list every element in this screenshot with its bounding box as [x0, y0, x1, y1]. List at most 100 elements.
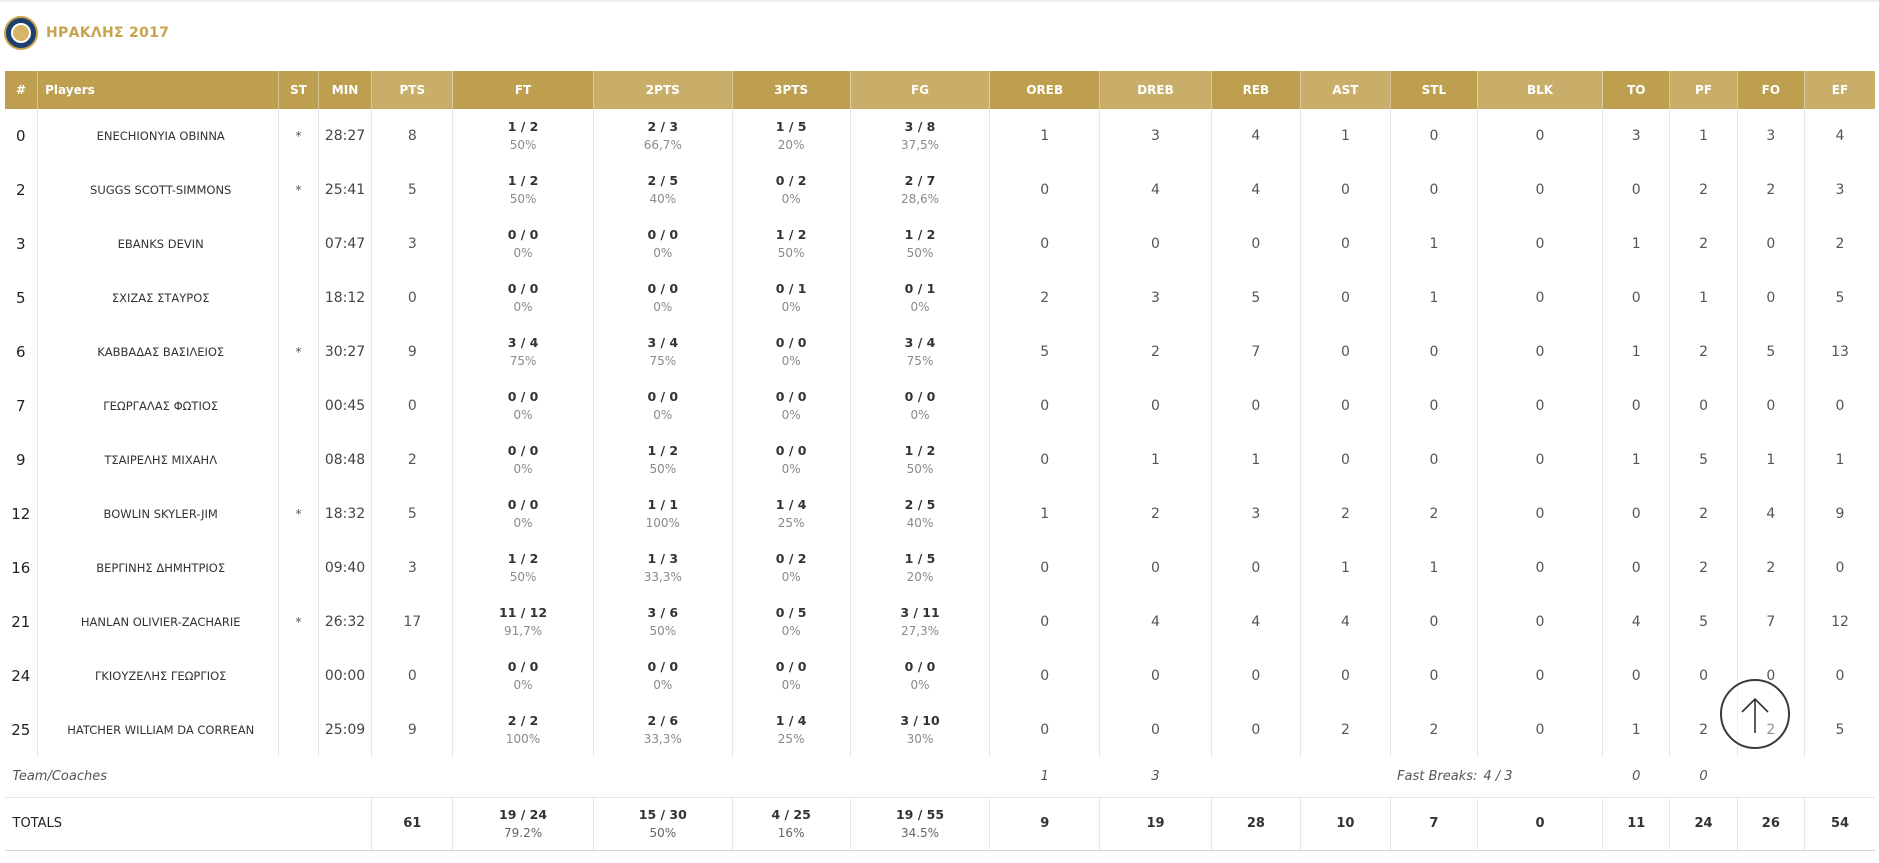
player-row: 2 SUGGS SCOTT-SIMMONS * 25:41 5 1 / 2 50% 2 / 5… [5, 163, 1875, 217]
field-goals-percentage: 50% [906, 462, 934, 476]
stat-dreb: 2 [1099, 487, 1212, 541]
stat-dreb: 0 [1099, 379, 1212, 433]
field-goals: 1 / 2 50% [849, 433, 990, 487]
free-throws-percentage: 0% [513, 300, 533, 314]
stat-pf: 2 [1669, 217, 1738, 271]
jersey-number: 16 [11, 559, 31, 577]
three-pointers: 1 / 2 50% [731, 217, 851, 271]
stat-oreb: 1 [989, 487, 1100, 541]
three-pointers-percentage: 20% [777, 138, 805, 152]
stat-dreb: 0 [1099, 649, 1212, 703]
stat-dreb: 0 [1099, 703, 1212, 757]
stat-reb: 4 [1210, 163, 1301, 217]
team-coaches-label: Team/Coaches [12, 769, 108, 785]
three-pointers-percentage: 0% [781, 624, 801, 638]
free-throws: 0 / 0 0% [452, 433, 594, 487]
team-to: 0 [1632, 769, 1641, 785]
stat-ef: 4 [1803, 109, 1875, 163]
two-pointers-made-attempted: 2 / 3 [647, 119, 679, 134]
total-ef: 54 [1803, 796, 1875, 851]
free-throws-made-attempted: 2 / 2 [507, 713, 539, 728]
header-to: TO [1602, 71, 1670, 109]
stat-ef: 1 [1803, 433, 1875, 487]
stat-to: 1 [1602, 325, 1670, 379]
field-goals-percentage: 0% [910, 678, 930, 692]
two-pointers: 3 / 6 50% [592, 595, 733, 649]
stat-pf: 1 [1669, 109, 1738, 163]
header-3pts: 3PTS [731, 71, 851, 109]
field-goals-made-attempted: 3 / 4 [904, 335, 936, 350]
total-reb: 28 [1210, 796, 1301, 851]
arrow-up-icon [1741, 697, 1769, 733]
stat-fo: 0 [1736, 217, 1805, 271]
stat-blk: 0 [1476, 325, 1603, 379]
stat-ef: 5 [1803, 271, 1875, 325]
total-two-pointers-percentage: 50% [649, 825, 677, 840]
three-pointers-percentage: 0% [781, 408, 801, 422]
field-goals-percentage: 30% [906, 732, 934, 746]
jersey-number: 9 [16, 451, 26, 469]
stat-fo: 0 [1736, 379, 1805, 433]
team-name: ΗΡΑΚΛΗΣ 2017 [46, 25, 170, 41]
stat-pf: 1 [1669, 271, 1738, 325]
player-row: 9 ΤΣΑΙΡΕΛΗΣ ΜΙΧΑΗΛ 08:48 2 0 / 0 0% 1 / 2 50% 0 … [5, 433, 1875, 487]
stat-oreb: 0 [989, 649, 1100, 703]
free-throws: 0 / 0 0% [452, 217, 594, 271]
starter-mark [278, 379, 319, 433]
field-goals: 3 / 8 37,5% [849, 109, 990, 163]
player-row: 21 HANLAN OLIVIER-ZACHARIE * 26:32 17 11 / 12… [5, 595, 1875, 649]
minutes: 25:09 [317, 703, 372, 757]
total-free-throws-percentage: 79.2% [503, 825, 543, 840]
stat-stl: 1 [1389, 541, 1478, 595]
player-name: ΓΚΙΟΥΖΕΛΗΣ ΓΕΩΡΓΙΟΣ [37, 649, 279, 703]
stat-reb: 0 [1210, 541, 1301, 595]
two-pointers: 1 / 1 100% [592, 487, 733, 541]
stat-fo: 7 [1736, 595, 1805, 649]
stat-reb: 3 [1210, 487, 1301, 541]
jersey-number: 0 [16, 127, 26, 145]
stat-stl: 2 [1389, 703, 1478, 757]
free-throws: 0 / 0 0% [452, 379, 594, 433]
three-pointers-percentage: 0% [781, 300, 801, 314]
team-oreb: 1 [1040, 769, 1049, 785]
totals-label: TOTALS [4, 796, 372, 851]
field-goals-made-attempted: 0 / 0 [904, 389, 936, 404]
stat-oreb: 0 [989, 217, 1100, 271]
stat-fo: 3 [1736, 109, 1805, 163]
three-pointers-made-attempted: 0 / 2 [775, 173, 807, 188]
free-throws: 0 / 0 0% [452, 649, 594, 703]
two-pointers: 0 / 0 0% [592, 379, 733, 433]
field-goals-made-attempted: 0 / 1 [904, 281, 936, 296]
header-ef: EF [1803, 71, 1875, 109]
free-throws-made-attempted: 0 / 0 [507, 443, 539, 458]
header-fg: FG [849, 71, 990, 109]
three-pointers-made-attempted: 0 / 5 [775, 605, 807, 620]
stat-to: 0 [1602, 163, 1670, 217]
header-oreb: OREB [989, 71, 1100, 109]
scroll-to-top-button[interactable] [1720, 679, 1790, 749]
jersey-number: 2 [16, 181, 26, 199]
stat-blk: 0 [1476, 271, 1603, 325]
starter-mark: * [278, 163, 319, 217]
total-ast: 10 [1299, 796, 1391, 851]
free-throws: 0 / 0 0% [452, 487, 594, 541]
two-pointers: 2 / 6 33,3% [592, 703, 733, 757]
three-pointers: 0 / 5 0% [731, 595, 851, 649]
two-pointers-percentage: 66,7% [643, 138, 682, 152]
three-pointers-made-attempted: 0 / 0 [775, 659, 807, 674]
stat-dreb: 1 [1099, 433, 1212, 487]
jersey-number: 25 [11, 721, 31, 739]
stat-blk: 0 [1476, 433, 1603, 487]
three-pointers-made-attempted: 0 / 2 [775, 551, 807, 566]
two-pointers-made-attempted: 0 / 0 [647, 389, 679, 404]
jersey-number: 24 [11, 667, 31, 685]
stat-dreb: 3 [1099, 109, 1212, 163]
points: 5 [371, 487, 453, 541]
field-goals-percentage: 40% [906, 516, 934, 530]
three-pointers-made-attempted: 1 / 5 [775, 119, 807, 134]
free-throws-made-attempted: 0 / 0 [507, 227, 539, 242]
player-name: ΓΕΩΡΓΑΛΑΣ ΦΩΤΙΟΣ [37, 379, 279, 433]
stat-blk: 0 [1476, 541, 1603, 595]
total-free-throws-made-attempted: 19 / 24 [499, 806, 548, 822]
free-throws: 1 / 2 50% [452, 541, 594, 595]
